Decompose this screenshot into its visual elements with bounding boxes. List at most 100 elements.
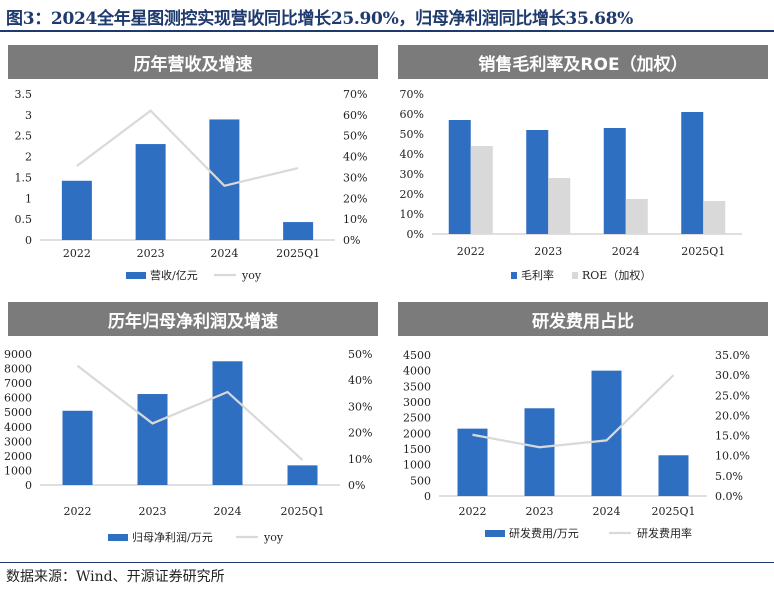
- margin-bar-secondary: [470, 146, 493, 234]
- panel-header-revenue: 历年营收及增速: [8, 45, 378, 79]
- revenue-category-label: 2023: [137, 247, 165, 260]
- margin-bar-secondary: [703, 201, 726, 234]
- margin-left-tick-label: 0%: [407, 228, 424, 241]
- netprofit-left-tick-label: 0: [25, 479, 32, 492]
- netprofit-bar-primary: [212, 361, 243, 485]
- margin-category-label: 2024: [612, 245, 640, 258]
- title-rule: [0, 30, 774, 32]
- margin-bar-primary: [448, 120, 471, 234]
- netprofit-right-tick-label: 10%: [348, 453, 372, 466]
- margin-bar-secondary: [625, 199, 648, 234]
- netprofit-right-tick-label: 0%: [348, 479, 365, 492]
- rd-right-tick-label: 10.0%: [715, 450, 750, 463]
- footer-rule: [0, 562, 774, 563]
- revenue-right-tick-label: 50%: [343, 130, 367, 143]
- margin-category-label: 2023: [534, 245, 562, 258]
- rd-right-tick-label: 0.0%: [715, 490, 743, 503]
- rd-legend-label: 研发费用率: [637, 526, 692, 540]
- netprofit-legend-swatch-bar: [108, 534, 128, 541]
- margin-category-label: 2025Q1: [681, 245, 725, 258]
- panel-header-rd: 研发费用占比: [398, 302, 768, 336]
- margin-bar-secondary: [548, 178, 571, 234]
- rd-left-tick-label: 4500: [403, 349, 431, 362]
- revenue-right-tick-label: 60%: [343, 109, 367, 122]
- rd-left-tick-label: 1000: [403, 459, 431, 472]
- chart-margin: 0% 10% 20% 30% 40% 50% 60% 70% 2022 2023 2024 2025Q…: [400, 88, 742, 282]
- rd-legend-label: 研发费用/万元: [509, 526, 579, 540]
- netprofit-category-label: 2025Q1: [280, 505, 324, 518]
- netprofit-bar-primary: [287, 465, 318, 485]
- margin-left-tick-label: 50%: [400, 128, 424, 141]
- margin-category-label: 2022: [457, 245, 485, 258]
- revenue-right-tick-label: 30%: [343, 171, 367, 184]
- panel-title-rd: 研发费用占比: [532, 311, 634, 332]
- rd-right-tick-label: 20.0%: [715, 409, 750, 422]
- revenue-right-tick-label: 40%: [343, 151, 367, 164]
- netprofit-legend-label: 归母净利润/万元: [132, 530, 213, 544]
- netprofit-category-label: 2022: [64, 505, 92, 518]
- revenue-right-tick-label: 20%: [343, 192, 367, 205]
- rd-line-series: [472, 374, 675, 449]
- rd-left-tick-label: 2500: [403, 412, 431, 425]
- rd-left-tick-label: 2000: [403, 427, 431, 440]
- netprofit-left-tick-label: 1000: [4, 464, 32, 477]
- revenue-left-tick-label: 0: [25, 234, 32, 247]
- rd-left-tick-label: 3500: [403, 380, 431, 393]
- rd-right-tick-label: 35.0%: [715, 349, 750, 362]
- revenue-left-tick-label: 2.5: [15, 130, 33, 143]
- netprofit-left-tick-label: 3000: [4, 435, 32, 448]
- revenue-legend-swatch-bar: [126, 272, 146, 279]
- rd-bar-primary: [658, 455, 689, 496]
- panel-header-margin: 销售毛利率及ROE（加权）: [398, 45, 768, 79]
- margin-bar-primary: [681, 112, 704, 234]
- rd-right-tick-label: 25.0%: [715, 389, 750, 402]
- revenue-right-tick-label: 10%: [343, 213, 367, 226]
- rd-left-tick-label: 0: [424, 490, 431, 503]
- panel-title-margin: 销售毛利率及ROE（加权）: [478, 54, 688, 75]
- revenue-left-tick-label: 1: [25, 192, 32, 205]
- revenue-left-tick-label: 2: [25, 151, 32, 164]
- revenue-bar-primary: [209, 119, 240, 240]
- rd-left-tick-label: 3000: [403, 396, 431, 409]
- netprofit-left-tick-label: 9000: [4, 348, 32, 361]
- margin-left-tick-label: 70%: [400, 88, 424, 101]
- revenue-category-label: 2025Q1: [276, 247, 320, 260]
- rd-bar-primary: [524, 408, 555, 496]
- chart-revenue: 0 0.5 1 1.5 2 2.5 3 3.5 0% 10% 20% 30% 40% 50% 60% 70% 2…: [15, 88, 368, 282]
- rd-category-label: 2022: [459, 505, 487, 518]
- netprofit-right-tick-label: 40%: [348, 374, 372, 387]
- netprofit-bar-primary: [137, 394, 168, 485]
- revenue-right-tick-label: 70%: [343, 88, 367, 101]
- rd-bar-primary: [457, 428, 488, 496]
- revenue-left-tick-label: 3: [25, 109, 32, 122]
- revenue-bar-primary: [61, 180, 92, 240]
- netprofit-bar-primary: [62, 410, 93, 485]
- margin-left-tick-label: 10%: [400, 208, 424, 221]
- revenue-legend-label: 营收/亿元: [150, 268, 198, 282]
- netprofit-line-series: [76, 364, 304, 461]
- margin-bar-primary: [526, 130, 549, 234]
- netprofit-left-tick-label: 2000: [4, 450, 32, 463]
- netprofit-legend-label: yoy: [263, 531, 284, 544]
- revenue-left-tick-label: 0.5: [15, 213, 33, 226]
- rd-bar-primary: [591, 370, 622, 496]
- panel-header-netprofit: 历年归母净利润及增速: [8, 302, 378, 336]
- revenue-bar-primary: [283, 222, 314, 240]
- figure-title: 图3：2024全年星图测控实现营收同比增长25.90%，归母净利润同比增长35.…: [6, 9, 634, 28]
- netprofit-left-tick-label: 6000: [4, 392, 32, 405]
- revenue-line-series: [76, 109, 299, 187]
- rd-right-tick-label: 5.0%: [715, 470, 743, 483]
- rd-left-tick-label: 1500: [403, 443, 431, 456]
- rd-left-tick-label: 4000: [403, 365, 431, 378]
- netprofit-left-tick-label: 4000: [4, 421, 32, 434]
- margin-legend-swatch-bar: [511, 272, 517, 279]
- margin-left-tick-label: 30%: [400, 168, 424, 181]
- rd-legend-swatch-bar: [485, 530, 505, 537]
- rd-right-tick-label: 15.0%: [715, 430, 750, 443]
- netprofit-right-tick-label: 20%: [348, 427, 372, 440]
- netprofit-category-label: 2024: [214, 505, 242, 518]
- rd-category-label: 2023: [526, 505, 554, 518]
- netprofit-category-label: 2023: [139, 505, 167, 518]
- netprofit-left-tick-label: 5000: [4, 406, 32, 419]
